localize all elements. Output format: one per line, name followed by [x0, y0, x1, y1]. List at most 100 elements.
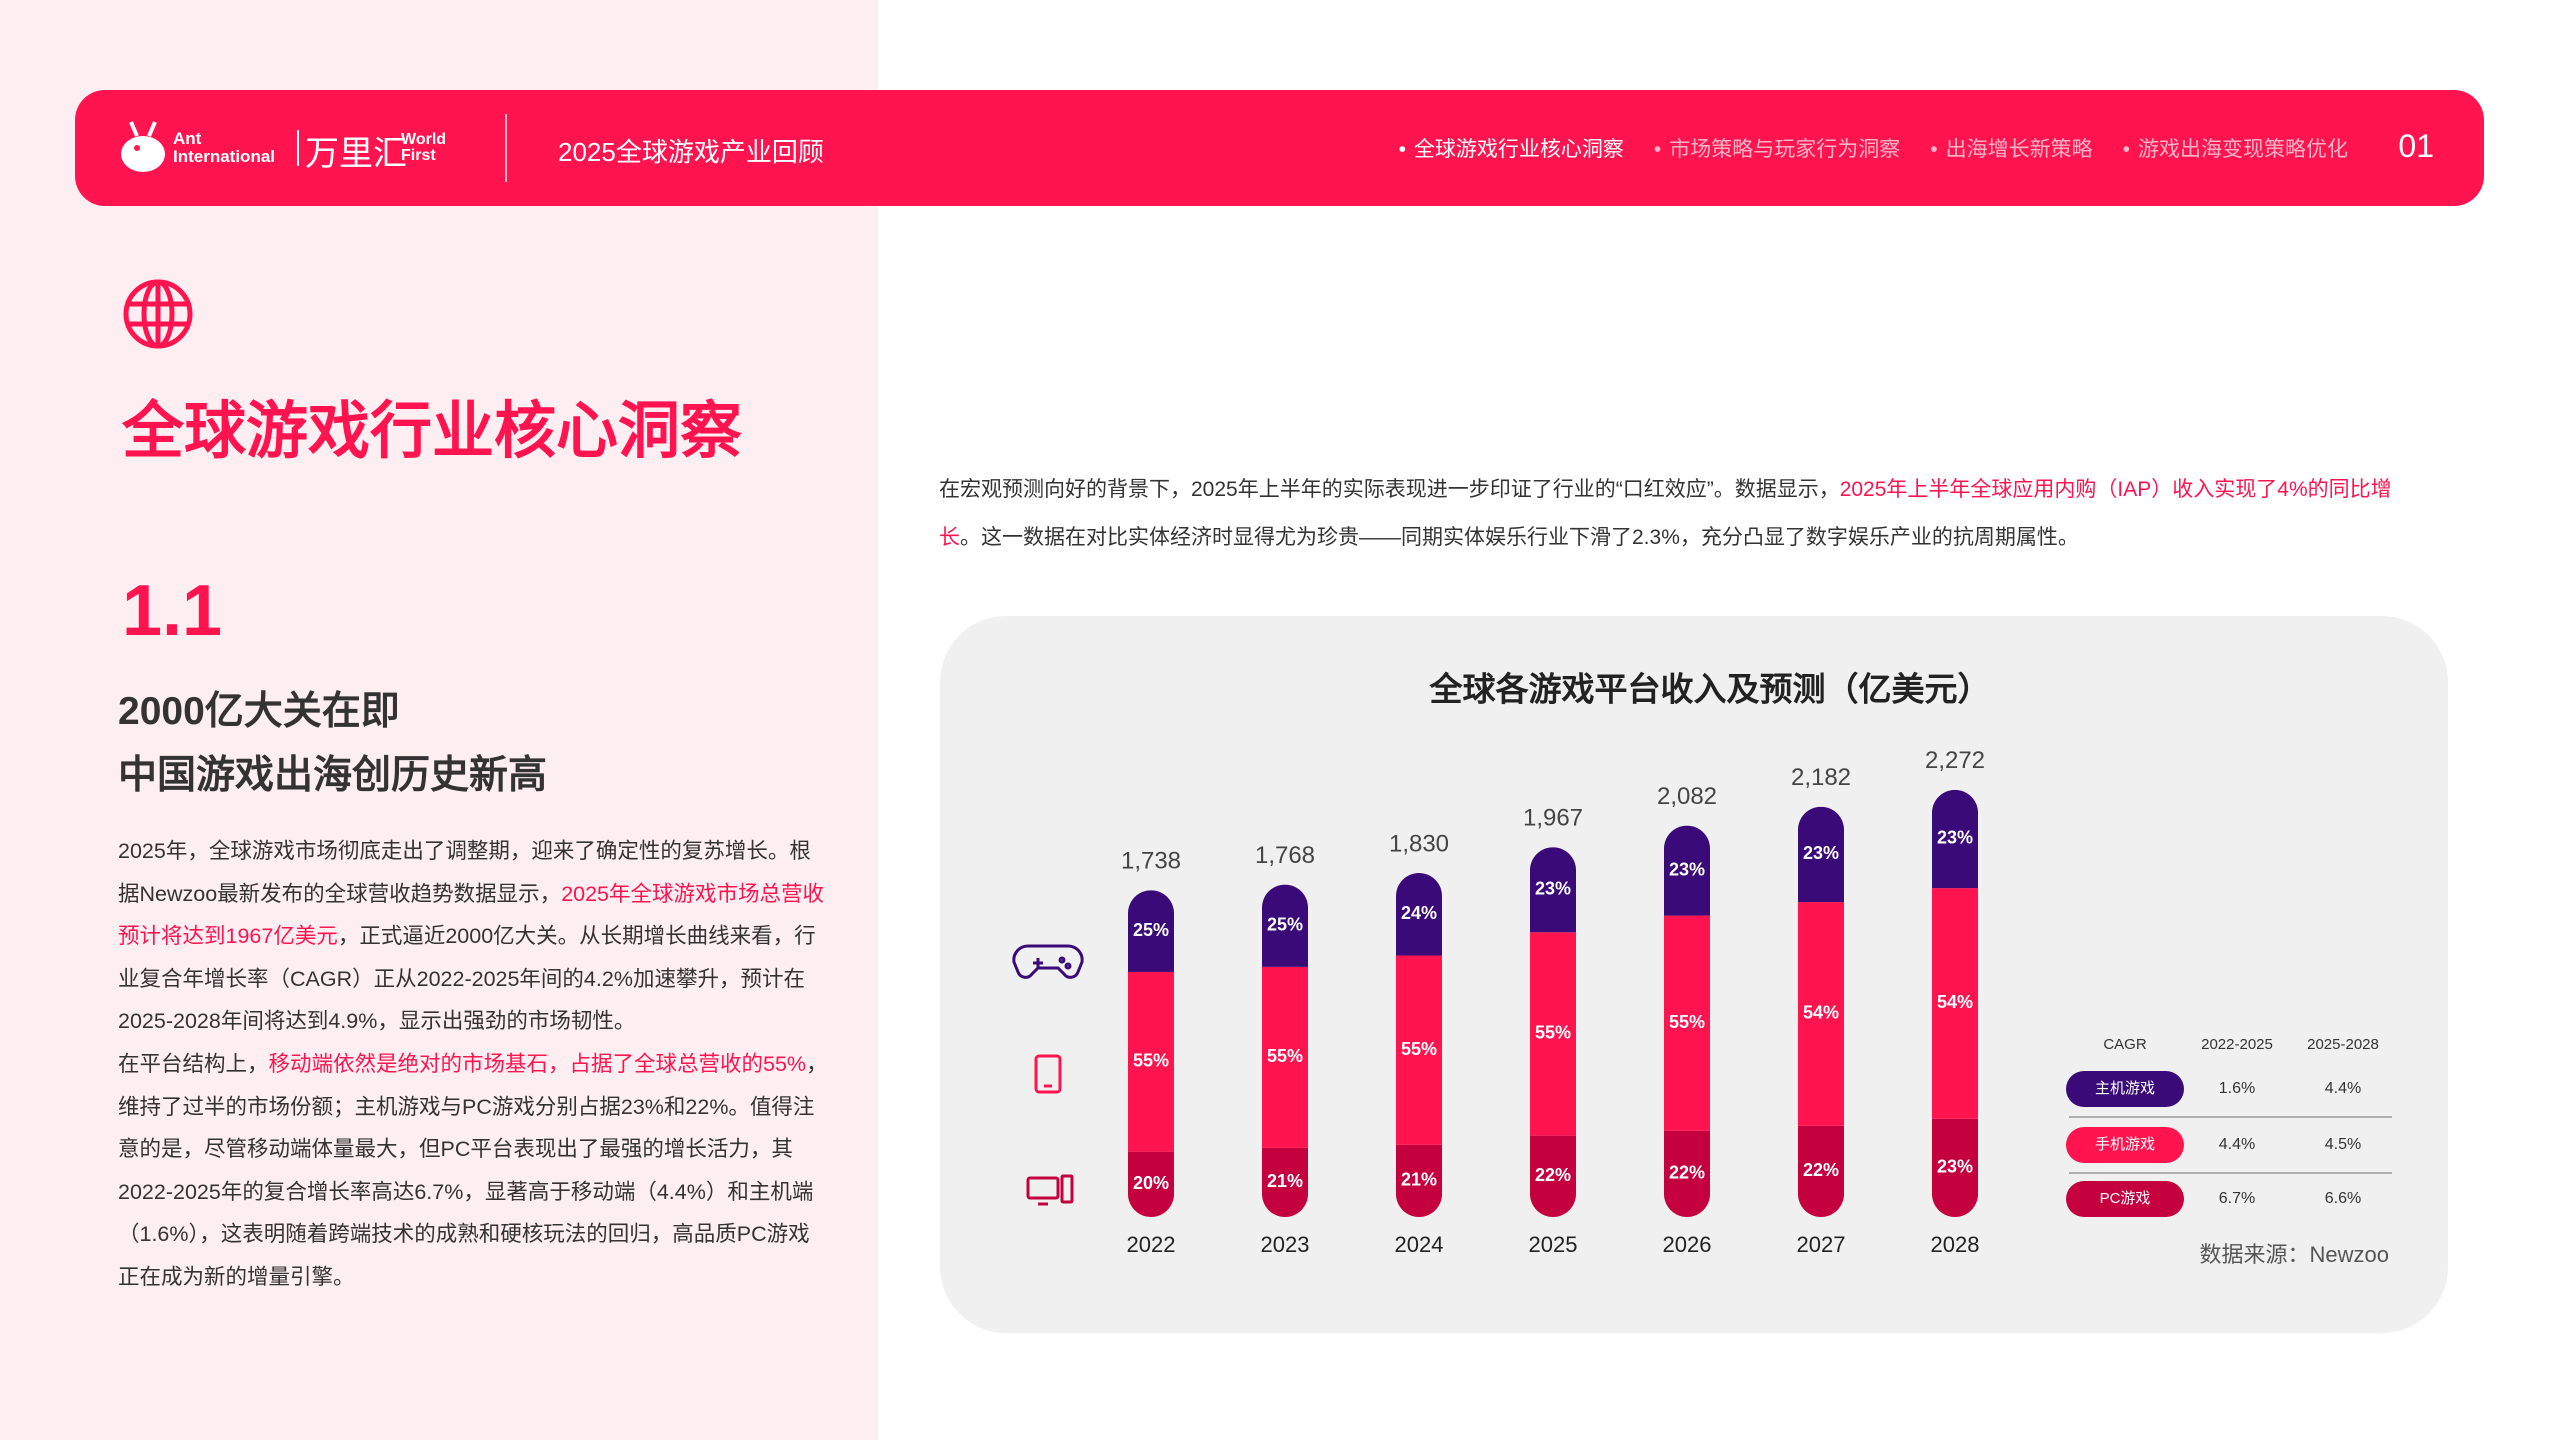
globe-icon: [123, 279, 193, 349]
table-header: CAGR: [2103, 1036, 2147, 1053]
header-bar: Ant International 万里汇 World First 2025全球游戏…: [75, 90, 2484, 206]
bar-segment: [1932, 789, 1978, 889]
legend-pill: [2066, 1071, 2184, 1107]
console-icon: [1012, 944, 1084, 979]
segment-label: 24%: [1401, 903, 1437, 923]
bar-segment: [1396, 872, 1442, 956]
logo-line: World: [401, 131, 447, 148]
segment-label: 55%: [1401, 1039, 1437, 1059]
bar-segment: [1396, 1144, 1442, 1217]
bar-stack: [1396, 872, 1442, 1217]
header-divider: [505, 114, 507, 182]
total-label: 2,182: [1791, 764, 1851, 791]
left-panel: [0, 0, 878, 1440]
bar-segment: [1128, 890, 1174, 972]
nav-item[interactable]: 市场策略与玩家行为洞察: [1654, 133, 1900, 163]
legend-label: 手机游戏: [2095, 1136, 2155, 1153]
page-number: 01: [2398, 128, 2434, 164]
bar-segment: [1530, 1135, 1576, 1217]
logo-line: First: [401, 147, 436, 164]
table-cell: 4.4%: [2219, 1136, 2255, 1153]
bar-segment: [1798, 902, 1844, 1126]
segment-label: 22%: [1669, 1163, 1705, 1183]
body-text: 2025年，全球游戏市场彻底走出了调整期，迎来了确定性的复苏增长。根据Newzo…: [118, 830, 830, 1299]
segment-label: 55%: [1669, 1012, 1705, 1032]
section-title: 全球游戏行业核心洞察: [122, 397, 743, 466]
text-run: ，正式逼近2000亿大关。从长期增长曲线来看，行业复合年增长率（CAGR）正从2…: [118, 924, 816, 1034]
table-cell: 6.6%: [2325, 1190, 2361, 1207]
total-label: 1,830: [1389, 830, 1449, 857]
total-label: 1,738: [1121, 848, 1181, 875]
bar-segment: [1932, 1118, 1978, 1217]
bar-stack: [1530, 847, 1576, 1217]
segment-label: 23%: [1937, 828, 1973, 848]
segment-label: 23%: [1937, 1157, 1973, 1177]
table-header: 2025-2028: [2307, 1036, 2379, 1053]
chart: 全球各游戏平台收入及预测（亿美元） 20% 55% 25% 1,738 2022 21% 5…: [1012, 671, 2392, 1267]
total-label: 1,768: [1255, 842, 1315, 869]
bar-segment: [1128, 971, 1174, 1152]
table-cell: 4.4%: [2325, 1080, 2361, 1097]
x-tick-label: 2028: [1931, 1232, 1980, 1257]
nav-item[interactable]: 出海增长新策略: [1930, 133, 2093, 163]
text-run: 在宏观预测向好的背景下，2025年上半年的实际表现进一步印证了行业的“口红效应”…: [939, 478, 1840, 501]
pc-icon: [1026, 1174, 1074, 1206]
nav-item[interactable]: 全球游戏行业核心洞察: [1399, 133, 1624, 163]
source-note: 数据来源：Newzoo: [2200, 1242, 2389, 1267]
bar-stack: [1128, 890, 1174, 1217]
bar-segment: [1798, 1125, 1844, 1217]
segment-label: 22%: [1803, 1160, 1839, 1180]
highlight-text: 移动端依然是绝对的市场基石，占据了全球总营收的55%: [268, 1051, 807, 1076]
segment-label: 55%: [1133, 1051, 1169, 1071]
x-tick-label: 2022: [1127, 1232, 1176, 1257]
bar-segment: [1128, 1151, 1174, 1217]
x-tick-label: 2025: [1529, 1232, 1578, 1257]
highlight-text: 2025年上半年全球应用内购（IAP）收入实现了4%的同比增长: [939, 478, 2392, 549]
bar-segment: [1262, 966, 1308, 1148]
bar-segment: [1664, 1130, 1710, 1217]
legend-pill: [2066, 1127, 2184, 1163]
legend-pill: [2066, 1181, 2184, 1217]
paragraph: 在宏观预测向好的背景下，2025年上半年的实际表现进一步印证了行业的“口红效应”…: [939, 466, 2419, 562]
segment-label: 23%: [1535, 878, 1571, 898]
segment-label: 23%: [1803, 843, 1839, 863]
segment-label: 55%: [1267, 1046, 1303, 1066]
legend-label: PC游戏: [2100, 1190, 2151, 1207]
bar-segment: [1798, 806, 1844, 903]
text-run: ，维持了过半的市场份额；主机游戏与PC游戏分别占据23%和22%。值得注意的是，…: [118, 1051, 828, 1289]
segment-label: 21%: [1401, 1170, 1437, 1190]
platform-icons: [1012, 944, 1084, 1206]
logo-icon: [121, 121, 165, 172]
bar-segment: [1664, 915, 1710, 1131]
bar-stack: [1798, 806, 1844, 1217]
highlight-text: 2025年全球游戏市场总营收预计将达到1967亿美元: [118, 881, 825, 949]
bar-stack: [1664, 825, 1710, 1217]
segment-label: 25%: [1133, 920, 1169, 940]
nav-item[interactable]: 游戏出海变现策略优化: [2123, 133, 2348, 163]
table-cell: 4.5%: [2325, 1136, 2361, 1153]
paragraph: 在平台结构上，移动端依然是绝对的市场基石，占据了全球总营收的55%，维持了过半的…: [118, 1043, 830, 1299]
chart-title: 全球各游戏平台收入及预测（亿美元）: [1429, 671, 1991, 708]
segment-label: 55%: [1535, 1023, 1571, 1043]
bar-stack: [1932, 789, 1978, 1217]
bar-segment: [1664, 825, 1710, 916]
table-cell: 1.6%: [2219, 1080, 2255, 1097]
logo-brand: Ant International: [173, 130, 275, 166]
bar-segment: [1396, 955, 1442, 1145]
bar-segment: [1932, 888, 1978, 1119]
x-tick-label: 2024: [1395, 1232, 1444, 1257]
bar-stack: [1262, 884, 1308, 1217]
bar-segment: [1530, 932, 1576, 1136]
logo-en: World First: [401, 132, 446, 164]
logo-line: International: [173, 147, 276, 166]
total-label: 2,272: [1925, 747, 1985, 774]
logo-divider: [297, 130, 299, 166]
segment-label: 21%: [1267, 1171, 1303, 1191]
paragraph: 2025年，全球游戏市场彻底走出了调整期，迎来了确定性的复苏增长。根据Newzo…: [118, 830, 830, 1043]
total-label: 1,967: [1523, 805, 1583, 832]
logo-line: Ant: [173, 129, 202, 148]
segment-label: 25%: [1267, 915, 1303, 935]
intro-text: 在宏观预测向好的背景下，2025年上半年的实际表现进一步印证了行业的“口红效应”…: [939, 466, 2419, 562]
text-run: 2025年，全球游戏市场彻底走出了调整期，迎来了确定性的复苏增长。根据Newzo…: [118, 839, 811, 906]
